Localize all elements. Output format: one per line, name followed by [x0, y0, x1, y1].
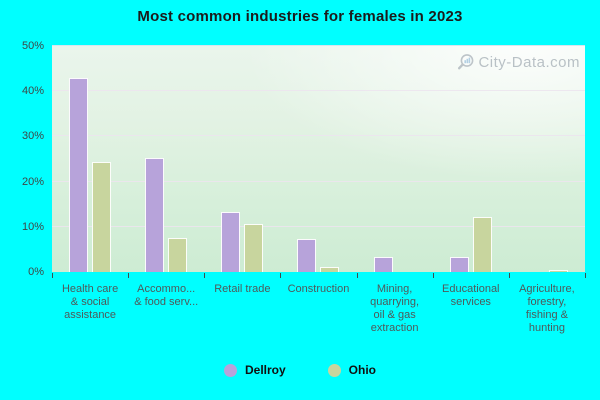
x-axis-label-4: Construction: [287, 283, 350, 295]
y-axis-label-0: 0%: [28, 266, 44, 278]
y-axis-label-40: 40%: [21, 85, 44, 98]
gridline-30: [52, 135, 585, 137]
bar-dellroy-3: [221, 212, 241, 272]
bar-group-4: [280, 46, 356, 272]
bar-group-1: [52, 46, 128, 272]
gridline-20: [52, 180, 585, 182]
legend-marker-dellroy: [223, 363, 237, 377]
bar-dellroy-1: [69, 78, 89, 272]
x-axis-tick-5: [432, 273, 434, 278]
bar-group-7: [509, 46, 585, 272]
gridline-10: [52, 225, 585, 227]
bar-ohio-3: [244, 224, 264, 272]
bar-dellroy-4: [297, 239, 317, 272]
x-axis-label-5: Mining, quarrying, oil & gas extraction: [370, 283, 420, 334]
bar-dellroy-6: [449, 257, 469, 272]
x-axis-label-2: Accommo... & food serv...: [134, 283, 199, 308]
x-axis-label-3: Retail trade: [214, 283, 271, 295]
x-axis-label-6: Educational services: [442, 283, 500, 308]
x-axis-tick-1: [128, 273, 130, 278]
y-axis-label-30: 30%: [21, 130, 44, 143]
plot-area: City-Data.com: [52, 45, 585, 272]
bar-ohio-1: [92, 162, 112, 272]
legend-label-ohio: Ohio: [348, 363, 376, 377]
bar-ohio-2: [168, 238, 188, 272]
x-axis-label-7: Agriculture, forestry, fishing & hunting: [519, 283, 575, 334]
bar-group-6: [433, 46, 509, 272]
legend-item-dellroy: Dellroy: [223, 363, 286, 377]
legend-label-dellroy: Dellroy: [244, 363, 286, 377]
bar-ohio-6: [472, 217, 492, 272]
y-axis-label-50: 50%: [21, 40, 44, 52]
legend-item-ohio: Ohio: [327, 363, 376, 377]
bar-groups: [52, 46, 585, 272]
gridline-40: [52, 90, 585, 92]
chart-legend: Dellroy Ohio: [0, 363, 600, 377]
x-axis-tick-6: [508, 273, 510, 278]
x-axis-tick-4: [356, 273, 358, 278]
x-axis-label-1: Health care & social assistance: [61, 283, 119, 321]
y-axis-label-10: 10%: [21, 220, 44, 233]
bar-group-2: [128, 46, 204, 272]
bar-group-3: [204, 46, 280, 272]
y-axis-label-20: 20%: [21, 175, 44, 188]
watermark-text: City-Data.com: [478, 53, 580, 71]
city-data-logo-icon: [458, 54, 474, 70]
watermark: City-Data.com: [457, 53, 580, 71]
x-axis-tick-7: [585, 273, 586, 278]
x-axis-tick-2: [204, 273, 206, 278]
gridline-50: [52, 45, 585, 46]
x-axis-labels: Health care & social assistance Accommo..…: [52, 283, 585, 335]
bar-ohio-7: [548, 270, 568, 272]
x-axis-tick-3: [280, 273, 282, 278]
chart-title: Most common industries for females in 20…: [137, 8, 463, 25]
bar-dellroy-5: [373, 257, 393, 272]
bar-dellroy-2: [145, 158, 165, 272]
bar-group-5: [357, 46, 433, 272]
legend-marker-ohio: [327, 363, 341, 377]
x-axis-tick-0: [52, 273, 53, 278]
bar-ohio-4: [320, 267, 340, 272]
